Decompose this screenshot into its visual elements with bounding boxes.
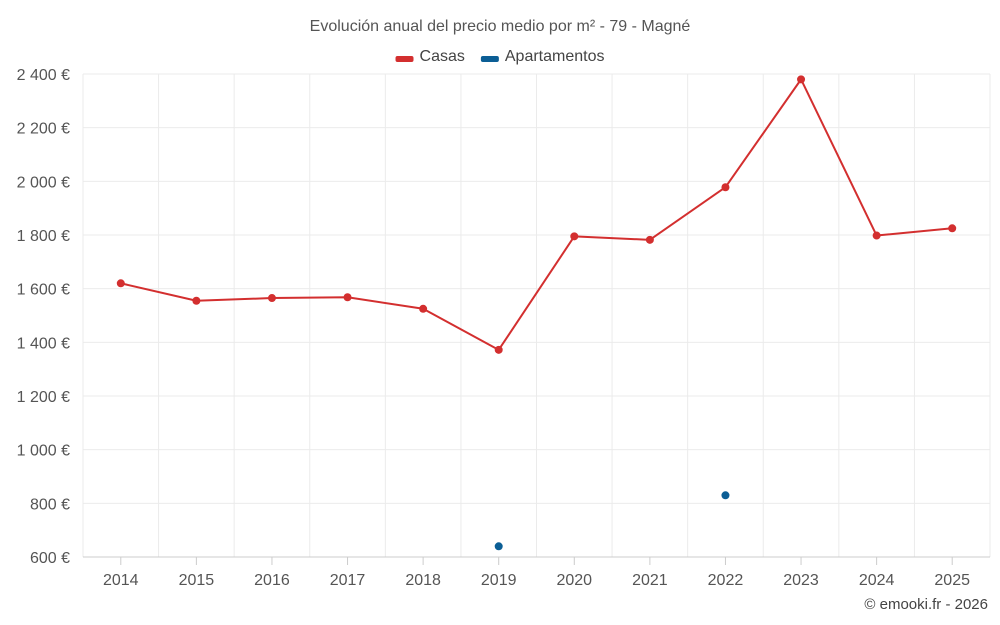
x-tick-label: 2023 bbox=[783, 572, 819, 589]
legend-label-apartamentos: Apartamentos bbox=[505, 48, 605, 65]
series-casas bbox=[116, 75, 957, 354]
y-tick-label: 1 400 € bbox=[17, 335, 70, 352]
y-tick-label: 600 € bbox=[30, 550, 70, 567]
legend-label-casas: Casas bbox=[420, 48, 465, 65]
legend-item-apartamentos[interactable]: Apartamentos bbox=[480, 48, 605, 65]
x-tick-label: 2025 bbox=[934, 572, 970, 589]
y-tick-label: 2 400 € bbox=[17, 67, 70, 84]
x-tick-label: 2017 bbox=[330, 572, 366, 589]
x-tick-label: 2024 bbox=[859, 572, 895, 589]
data-point-casas-2021[interactable] bbox=[645, 235, 654, 244]
x-tick-label: 2019 bbox=[481, 572, 517, 589]
data-point-apartamentos-2019[interactable] bbox=[494, 542, 503, 551]
credit-text: © emooki.fr - 2026 bbox=[864, 596, 988, 613]
data-point-casas-2016[interactable] bbox=[267, 294, 276, 303]
y-tick-label: 1 000 € bbox=[17, 443, 70, 460]
y-tick-label: 1 200 € bbox=[17, 389, 70, 406]
y-axis: 600 € 800 € 1 000 € 1 200 € 1 400 € 1 600 € 1 … bbox=[17, 67, 70, 567]
data-point-casas-2015[interactable] bbox=[192, 296, 201, 305]
x-tick-label: 2018 bbox=[405, 572, 441, 589]
series-line-casas bbox=[120, 78, 953, 351]
x-tick-label: 2020 bbox=[556, 572, 592, 589]
y-tick-label: 2 000 € bbox=[17, 174, 70, 191]
data-point-casas-2023[interactable] bbox=[797, 75, 806, 84]
chart-legend: Casas Apartamentos bbox=[395, 48, 605, 65]
data-point-apartamentos-2022[interactable] bbox=[721, 491, 730, 500]
y-tick-label: 1 600 € bbox=[17, 282, 70, 299]
y-tick-label: 1 800 € bbox=[17, 228, 70, 245]
series-layer bbox=[116, 75, 957, 551]
data-point-casas-2017[interactable] bbox=[343, 293, 352, 302]
legend-swatch-casas bbox=[395, 56, 414, 62]
data-point-casas-2020[interactable] bbox=[570, 232, 579, 241]
data-point-casas-2019[interactable] bbox=[494, 345, 503, 354]
y-tick-label: 2 200 € bbox=[17, 121, 70, 138]
data-point-casas-2022[interactable] bbox=[721, 183, 730, 192]
data-point-casas-2025[interactable] bbox=[948, 224, 957, 233]
grid bbox=[82, 73, 991, 558]
series-apartamentos bbox=[494, 491, 730, 551]
x-axis: 2014 2015 2016 2017 2018 2019 2020 2021 2022 2023… bbox=[103, 557, 970, 589]
legend-item-casas[interactable]: Casas bbox=[395, 48, 465, 65]
data-point-casas-2024[interactable] bbox=[872, 231, 881, 240]
y-tick-label: 800 € bbox=[30, 496, 70, 513]
data-point-casas-2014[interactable] bbox=[116, 279, 125, 288]
x-tick-label: 2022 bbox=[708, 572, 744, 589]
data-point-casas-2018[interactable] bbox=[419, 304, 428, 313]
x-tick-label: 2015 bbox=[179, 572, 215, 589]
x-tick-label: 2014 bbox=[103, 572, 139, 589]
chart-title: Evolución anual del precio medio por m² … bbox=[310, 18, 691, 35]
x-tick-label: 2016 bbox=[254, 572, 290, 589]
x-tick-label: 2021 bbox=[632, 572, 668, 589]
legend-swatch-apartamentos bbox=[480, 56, 499, 62]
